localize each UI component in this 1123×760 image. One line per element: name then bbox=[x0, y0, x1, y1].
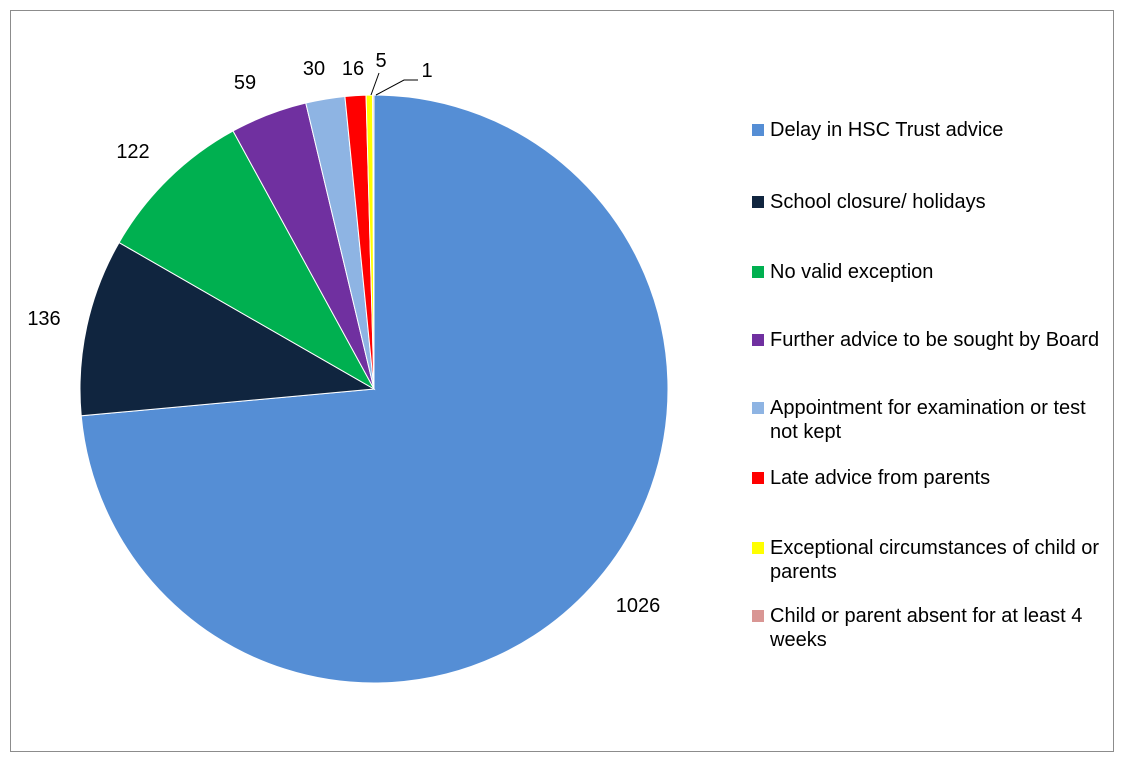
data-label: 1026 bbox=[616, 595, 661, 617]
legend-item: Delay in HSC Trust advice bbox=[752, 118, 1110, 142]
data-label: 16 bbox=[342, 58, 364, 80]
legend-label: Delay in HSC Trust advice bbox=[770, 119, 1004, 141]
data-label: 59 bbox=[234, 72, 256, 94]
pie-slice bbox=[79, 241, 376, 417]
legend-swatch bbox=[752, 196, 764, 208]
legend-item: Exceptional circumstances of child or pa… bbox=[752, 536, 1100, 584]
legend-label: No valid exception bbox=[770, 261, 934, 283]
legend-label: Further advice to be sought by Board bbox=[770, 329, 1100, 351]
legend-item: Further advice to be sought by Board bbox=[752, 328, 1110, 352]
legend-swatch bbox=[752, 472, 764, 484]
legend-swatch bbox=[752, 542, 764, 554]
legend-swatch bbox=[752, 402, 764, 414]
legend-swatch bbox=[752, 334, 764, 346]
legend-swatch bbox=[752, 266, 764, 278]
legend-item: Late advice from parents bbox=[752, 466, 1110, 490]
legend-swatch bbox=[752, 610, 764, 622]
legend-label: Exceptional circumstances of child or pa… bbox=[770, 537, 1100, 583]
data-label: 5 bbox=[375, 50, 386, 72]
legend-swatch bbox=[752, 124, 764, 136]
data-label: 30 bbox=[303, 58, 325, 80]
legend-item: School closure/ holidays bbox=[752, 190, 1110, 214]
data-label: 122 bbox=[116, 141, 149, 163]
leader-line bbox=[370, 72, 380, 96]
data-label: 1 bbox=[421, 60, 432, 82]
legend-label: Appointment for examination or test not … bbox=[770, 397, 1086, 443]
legend-label: School closure/ holidays bbox=[770, 191, 986, 213]
leader-line bbox=[375, 79, 418, 96]
pie-slice bbox=[118, 130, 376, 391]
legend-item: Child or parent absent for at least 4 we… bbox=[752, 604, 1100, 652]
legend-label: Late advice from parents bbox=[770, 467, 991, 489]
data-label: 136 bbox=[27, 308, 60, 330]
pie-slice bbox=[372, 94, 375, 390]
legend-label: Child or parent absent for at least 4 we… bbox=[770, 605, 1083, 651]
legend-item: No valid exception bbox=[752, 260, 1110, 284]
legend-item: Appointment for examination or test not … bbox=[752, 396, 1115, 444]
